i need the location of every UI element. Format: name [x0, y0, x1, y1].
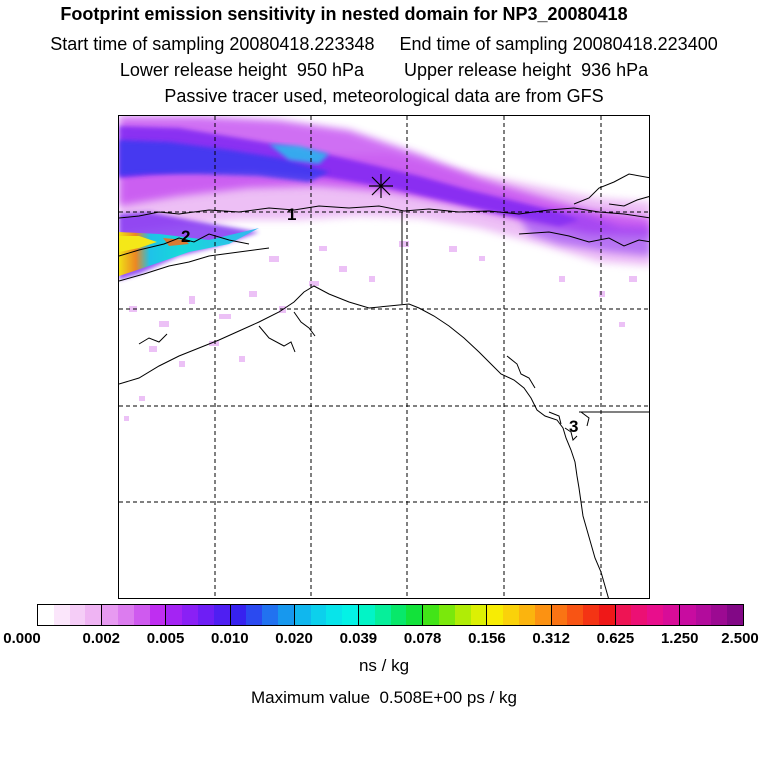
receptor-label-2: 2: [181, 227, 190, 246]
colorbar-swatch: [149, 605, 166, 625]
footprint-map: 1 2 3: [118, 115, 650, 599]
colorbar-swatch: [69, 605, 86, 625]
grid-lines: [119, 116, 649, 598]
colorbar-tick-label: 0.078: [403, 630, 442, 647]
colorbar-tick-label: 0.020: [275, 630, 313, 647]
colorbar-segment: [487, 605, 552, 625]
colorbar-swatch: [166, 605, 183, 625]
colorbar-swatch: [230, 605, 247, 625]
colorbar-tick-label: 0.039: [339, 630, 378, 647]
colorbar-swatch: [663, 605, 679, 625]
colorbar-swatch: [390, 605, 407, 625]
colorbar-swatch: [53, 605, 70, 625]
colorbar-swatch: [213, 605, 230, 625]
colorbar-swatch: [711, 605, 728, 625]
colorbar-swatch: [246, 605, 263, 625]
colorbar-segment: [551, 605, 616, 625]
colorbar-swatch: [406, 605, 423, 625]
colorbar-swatch: [727, 605, 744, 625]
colorbar-units: ns / kg: [358, 656, 410, 675]
colorbar-swatch: [262, 605, 278, 625]
colorbar-swatch: [310, 605, 327, 625]
colorbar-swatch: [487, 605, 504, 625]
receptor-label-3: 3: [569, 417, 578, 436]
colorbar-swatch: [615, 605, 632, 625]
colorbar-segment: [230, 605, 295, 625]
colorbar-tick-label: 0.005: [146, 630, 185, 647]
receptor-label-1: 1: [287, 205, 296, 224]
colorbar-swatch: [454, 605, 471, 625]
colorbar-segment: [358, 605, 424, 625]
colorbar-swatch: [567, 605, 584, 625]
colorbar-segment: [679, 605, 744, 625]
sensitivity-field: [119, 116, 649, 421]
colorbar-swatch: [423, 605, 439, 625]
political-borders: [401, 212, 649, 413]
colorbar-tick-label: 0.002: [82, 630, 121, 647]
receptor-markers: 1 2 3: [181, 174, 578, 436]
colorbar-tick-label: 0.010: [211, 630, 249, 647]
colorbar-swatch: [182, 605, 198, 625]
colorbar-swatch: [551, 605, 568, 625]
release-height-line: Lower release height 950 hPa Upper relea…: [119, 60, 649, 80]
colorbar-swatch: [598, 605, 615, 625]
colorbar-ticks: 0.000 0.002 0.005 0.010 0.020 0.039 0.078 0.156…: [0, 630, 768, 650]
colorbar-swatch: [583, 605, 599, 625]
colorbar-segment: [294, 605, 359, 625]
sampling-time-line: Start time of sampling 20080418.223348 E…: [50, 34, 718, 54]
colorbar-swatch: [647, 605, 664, 625]
colorbar-swatch: [679, 605, 696, 625]
colorbar-tick-label: 0.156: [468, 630, 506, 647]
colorbar-swatch: [695, 605, 712, 625]
colorbar-tick-label: 0.000: [3, 630, 41, 647]
colorbar-tick-label: 0.312: [532, 630, 570, 647]
colorbar-swatch: [631, 605, 648, 625]
colorbar-tick-label: 1.250: [660, 630, 699, 647]
colorbar-swatch: [85, 605, 102, 625]
colorbar-swatch: [102, 605, 118, 625]
colorbar-tick-label: 2.500: [721, 630, 759, 647]
map-canvas: 1 2 3: [119, 116, 649, 598]
colorbar-swatch: [117, 605, 134, 625]
release-point-star-icon: [369, 174, 393, 198]
colorbar-segment: [166, 605, 231, 625]
colorbar-swatch: [326, 605, 343, 625]
colorbar-segment: [423, 605, 488, 625]
tracer-info-line: Passive tracer used, meteorological data…: [164, 86, 604, 106]
colorbar-segment: [38, 605, 103, 625]
colorbar-swatch: [38, 605, 54, 625]
colorbar-swatch: [358, 605, 375, 625]
colorbar-swatch: [518, 605, 535, 625]
colorbar-tick-label: 0.625: [596, 630, 635, 647]
colorbar-segment: [102, 605, 167, 625]
colorbar-swatch: [133, 605, 150, 625]
colorbar-swatch: [277, 605, 294, 625]
colorbar-segment: [615, 605, 680, 625]
colorbar: [37, 604, 744, 626]
colorbar-swatch: [438, 605, 455, 625]
coastlines: [119, 173, 649, 598]
colorbar-swatch: [342, 605, 358, 625]
plot-title: Footprint emission sensitivity in nested…: [60, 4, 628, 24]
maximum-value-label: Maximum value 0.508E+00 ps / kg: [251, 688, 517, 707]
colorbar-swatch: [294, 605, 311, 625]
colorbar-swatch: [470, 605, 487, 625]
colorbar-swatch: [197, 605, 214, 625]
colorbar-swatch: [503, 605, 519, 625]
colorbar-swatch: [374, 605, 391, 625]
colorbar-swatch: [534, 605, 551, 625]
